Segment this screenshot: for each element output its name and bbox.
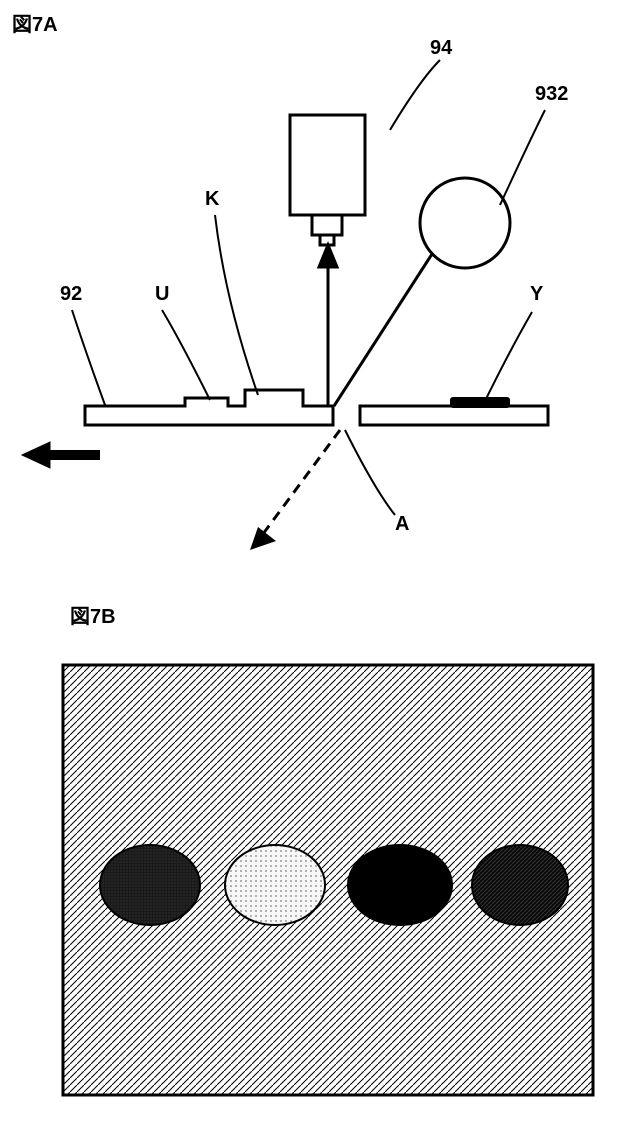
leader-Y <box>483 312 532 405</box>
ellipse-2 <box>225 845 325 925</box>
move-arrow <box>22 442 100 468</box>
leader-U <box>162 310 210 400</box>
label-932: 932 <box>535 83 568 105</box>
stage-left <box>85 390 333 425</box>
ray-vertical <box>319 245 337 405</box>
label-94: 94 <box>430 37 453 59</box>
leader-A <box>345 430 395 515</box>
label-K: K <box>205 188 220 210</box>
leader-94 <box>390 60 440 130</box>
ellipse-1 <box>100 845 200 925</box>
label-A: A <box>395 513 409 535</box>
label-U: U <box>155 283 169 305</box>
ellipse-3 <box>348 845 452 925</box>
label-92: 92 <box>60 283 82 305</box>
stage-right <box>360 406 548 425</box>
ellipse-4 <box>472 845 568 925</box>
dashed-arrow <box>250 430 340 550</box>
leader-K <box>215 215 258 395</box>
fig7b-title: 図7B <box>70 600 116 629</box>
fig7a-diagram: 94 932 K U 92 Y A <box>0 0 640 560</box>
ray-oblique <box>334 254 432 406</box>
camera-body <box>290 115 365 245</box>
chip-y <box>450 397 510 408</box>
fig7b-title-text: 図7B <box>70 606 116 628</box>
leader-92 <box>72 310 105 405</box>
fig7b-diagram <box>0 640 640 1110</box>
light-source <box>420 178 510 268</box>
label-Y: Y <box>530 283 544 305</box>
leader-932 <box>500 110 545 205</box>
